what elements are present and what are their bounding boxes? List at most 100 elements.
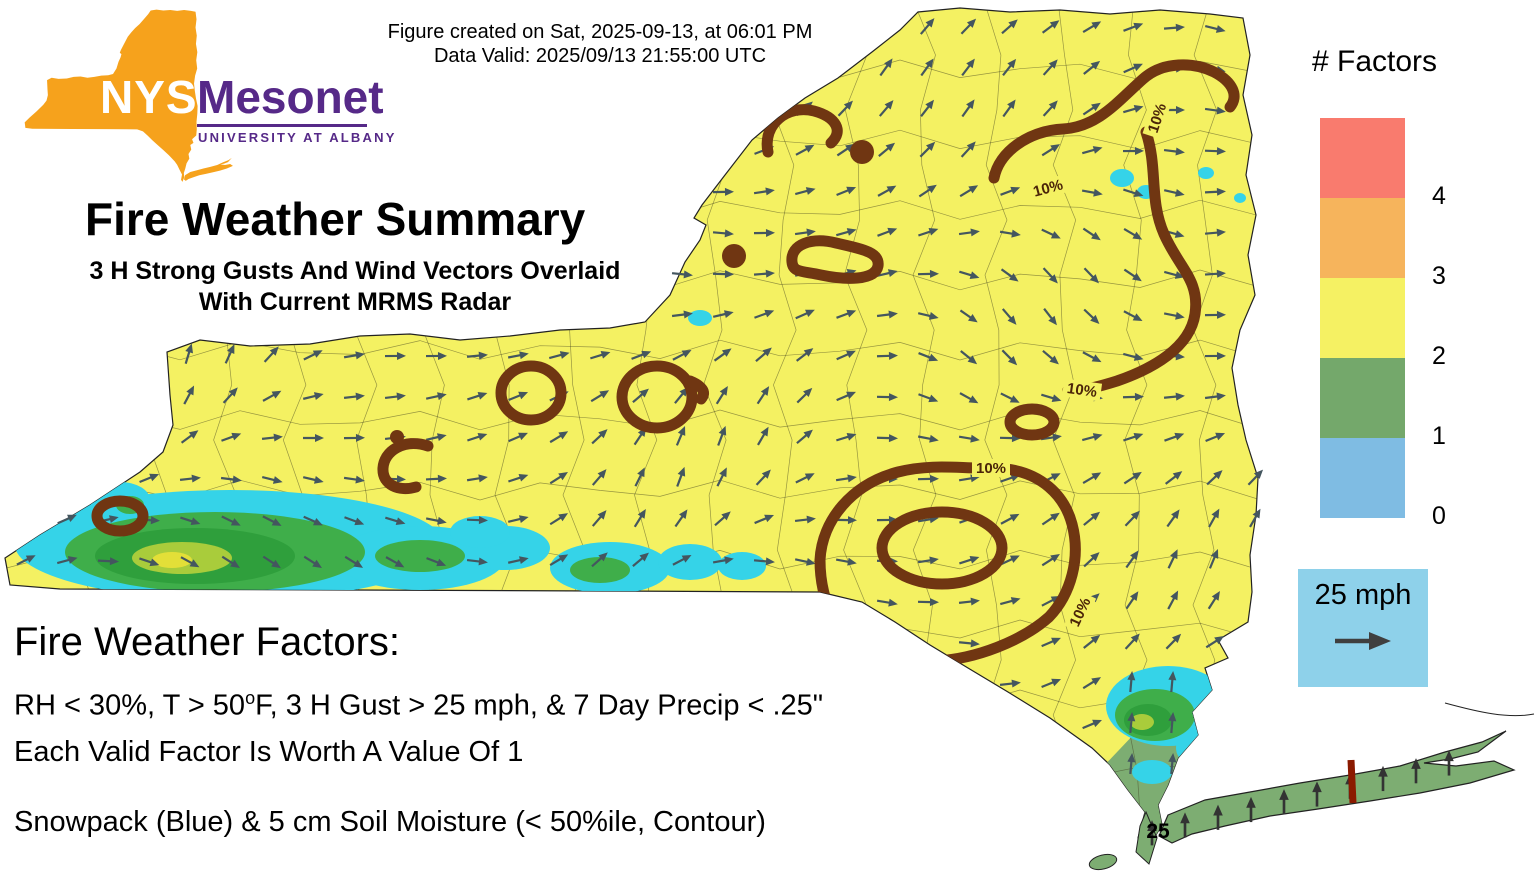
wind-arrow-icon <box>1124 510 1140 527</box>
legend-color-patch <box>1320 438 1405 518</box>
wind-arrow-icon <box>876 434 898 443</box>
wind-arrow-icon <box>1204 228 1226 237</box>
wind-arrow-icon <box>221 432 242 442</box>
wind-arrow-icon <box>466 516 488 525</box>
wind-arrow-icon <box>671 310 693 319</box>
logo-acronym: NYS <box>100 71 198 123</box>
wind-arrow-icon <box>633 508 646 528</box>
wind-arrow-icon <box>1043 307 1057 326</box>
wind-arrow-icon <box>756 386 770 405</box>
wind-arrow-icon <box>795 348 814 362</box>
wind-arrow-icon <box>261 476 283 484</box>
wind-arrow-icon <box>384 392 406 401</box>
wind-arrow-icon <box>1083 634 1101 649</box>
wind-arrow-icon <box>507 351 529 360</box>
wind-arrow-icon <box>1279 789 1289 815</box>
wind-arrow-icon <box>466 351 488 360</box>
wind-arrow-icon <box>1167 590 1179 610</box>
wind-arrow-icon <box>343 392 365 401</box>
wind-arrow-icon <box>97 557 119 566</box>
nyc-outline <box>1135 810 1158 865</box>
wind-arrow-icon <box>425 474 447 483</box>
wind-arrow-icon <box>796 429 813 445</box>
wind-arrow-icon <box>1041 20 1060 34</box>
criteria-post: F, 3 H Gust > 25 mph, & 7 Day Precip < .… <box>255 689 824 722</box>
wind-arrow-icon <box>717 425 727 446</box>
wind-arrow-icon <box>57 514 77 525</box>
wind-arrow-icon <box>180 430 199 444</box>
wind-arrow-icon <box>1444 750 1454 776</box>
wind-arrow-icon <box>548 351 570 360</box>
wind-arrow-icon <box>713 348 732 362</box>
wind-arrow-icon <box>1001 308 1017 325</box>
wind-arrow-icon <box>384 351 406 360</box>
wind-arrow-icon <box>836 186 857 196</box>
wind-arrow-icon <box>1127 753 1136 775</box>
wind-arrow-icon <box>1208 508 1220 528</box>
wind-arrow-icon <box>1124 633 1140 650</box>
wind-arrow-icon <box>878 142 896 157</box>
wind-arrow-icon <box>920 58 934 77</box>
wind-arrow-icon <box>221 515 241 526</box>
wind-arrow-icon <box>876 598 898 607</box>
long-island-contour-tick <box>1347 759 1357 804</box>
wind-arrow-icon <box>1082 21 1102 34</box>
wind-arrow-icon <box>1204 392 1226 401</box>
wind-arrow-icon <box>1168 712 1177 734</box>
wind-arrow-icon <box>1083 511 1101 526</box>
wind-arrow-icon <box>549 472 568 485</box>
wind-arrow-icon <box>549 513 569 526</box>
wind-arrow-icon <box>960 350 978 365</box>
wind-arrow-icon <box>876 351 898 360</box>
wind-arrow-icon <box>1180 812 1190 838</box>
wind-arrow-icon <box>917 598 939 607</box>
wind-vector-arrow-icon <box>1335 632 1391 650</box>
wind-arrow-icon <box>958 228 980 237</box>
logo-name: Mesonet <box>197 71 384 123</box>
wind-arrow-icon <box>794 187 816 196</box>
wind-arrow-icon <box>958 434 980 443</box>
wind-arrow-icon <box>1123 228 1143 240</box>
wind-arrow-icon <box>1166 509 1180 528</box>
wind-arrow-icon <box>1207 591 1220 610</box>
legend-color-patch <box>1320 198 1405 278</box>
wind-arrow-icon <box>836 432 857 442</box>
wind-arrow-icon <box>959 555 980 565</box>
wind-arrow-icon <box>1081 188 1103 197</box>
wind-arrow-icon <box>796 387 813 404</box>
criteria-degree-sup: o <box>245 688 256 708</box>
wind-arrow-icon <box>343 351 365 360</box>
page-title: Fire Weather Summary <box>85 193 586 245</box>
wind-arrow-icon <box>302 392 324 400</box>
wind-arrow-icon <box>591 429 608 445</box>
wind-arrow-icon <box>1125 591 1139 610</box>
wind-arrow-icon <box>999 229 1021 238</box>
wind-arrow-icon <box>1083 308 1100 324</box>
wind-arrow-icon <box>714 511 731 527</box>
wind-arrow-icon <box>672 554 692 566</box>
wind-arrow-icon <box>466 474 488 483</box>
wind-arrow-icon <box>1204 106 1226 115</box>
legend-tick-label: 0 <box>1432 502 1446 530</box>
wind-arrow-icon <box>303 515 323 526</box>
wind-arrow-icon <box>426 557 447 567</box>
wind-arrow-icon <box>56 556 78 565</box>
wind-arrow-icon <box>1122 392 1144 401</box>
wind-arrow-icon <box>999 679 1021 688</box>
legend-tick-label: 3 <box>1432 262 1446 290</box>
wind-arrow-icon <box>960 18 977 35</box>
wind-arrow-icon <box>1378 765 1388 792</box>
wind-arrow-icon <box>1041 678 1062 689</box>
wind-arrow-icon <box>1165 633 1182 650</box>
wind-arrow-icon <box>425 392 447 401</box>
wind-arrow-icon <box>1041 144 1061 157</box>
wind-arrow-icon <box>1246 796 1256 823</box>
wind-arrow-icon <box>1163 188 1185 197</box>
wind-arrow-icon <box>712 187 734 196</box>
wind-arrow-icon <box>959 392 979 404</box>
wind-arrow-icon <box>1082 677 1102 690</box>
factors-heading: Fire Weather Factors: <box>14 620 401 664</box>
wind-arrow-icon <box>262 515 282 526</box>
wind-arrow-icon <box>918 352 939 362</box>
wind-arrow-icon <box>794 557 816 566</box>
